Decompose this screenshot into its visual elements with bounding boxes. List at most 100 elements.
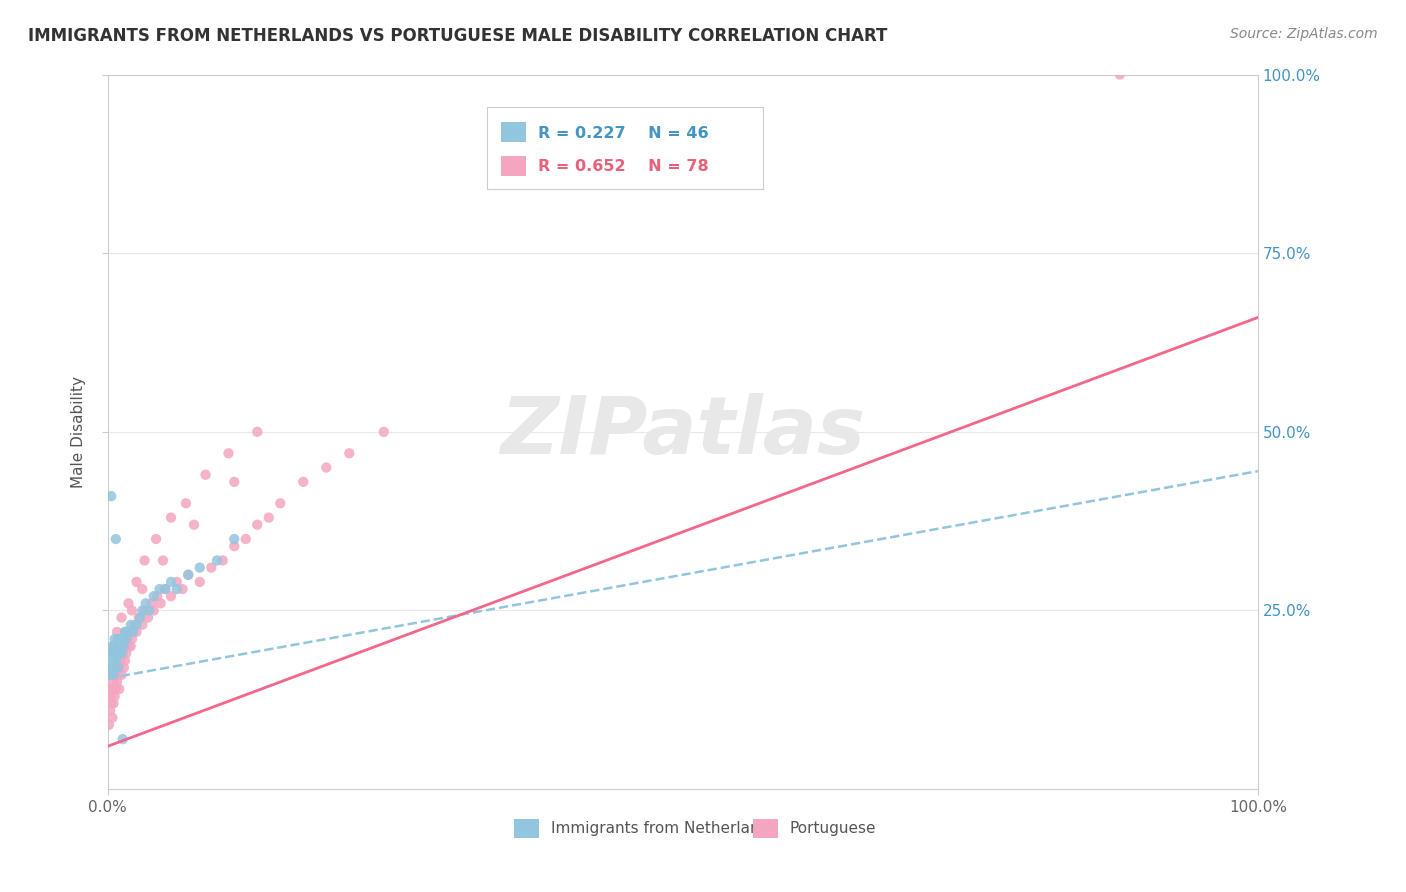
Point xyxy=(120,617,142,632)
Point xyxy=(292,475,315,489)
Point xyxy=(118,624,141,639)
Text: Portuguese: Portuguese xyxy=(790,821,876,836)
Point xyxy=(112,639,135,653)
Point xyxy=(97,668,120,682)
Point xyxy=(103,646,125,660)
Point xyxy=(315,460,337,475)
Point xyxy=(125,624,148,639)
Point xyxy=(98,682,121,697)
Point xyxy=(117,632,139,646)
Text: Source: ZipAtlas.com: Source: ZipAtlas.com xyxy=(1230,27,1378,41)
Point xyxy=(101,682,124,697)
Point xyxy=(115,632,138,646)
Point xyxy=(155,582,177,596)
Point xyxy=(104,682,127,697)
Point xyxy=(177,567,200,582)
Point xyxy=(166,574,188,589)
Point xyxy=(224,539,246,553)
FancyBboxPatch shape xyxy=(488,107,763,189)
Point xyxy=(100,489,122,503)
Point xyxy=(269,496,291,510)
Point xyxy=(104,668,127,682)
Point xyxy=(141,596,163,610)
Point xyxy=(235,532,257,546)
Point xyxy=(149,596,172,610)
Point xyxy=(117,639,139,653)
Point xyxy=(224,475,246,489)
Point xyxy=(104,690,127,704)
Point xyxy=(183,517,205,532)
Point xyxy=(104,639,127,653)
Y-axis label: Male Disability: Male Disability xyxy=(72,376,86,488)
Point xyxy=(125,617,148,632)
Point xyxy=(105,624,128,639)
Point xyxy=(111,632,134,646)
Point xyxy=(100,653,122,667)
Point xyxy=(142,589,165,603)
Point xyxy=(114,624,136,639)
Text: ZIPatlas: ZIPatlas xyxy=(501,392,865,471)
Point xyxy=(188,574,211,589)
Point xyxy=(103,668,125,682)
Point xyxy=(246,517,269,532)
Point xyxy=(100,646,122,660)
Point xyxy=(224,532,246,546)
Point xyxy=(98,660,121,674)
Point xyxy=(98,704,121,718)
Point xyxy=(122,617,145,632)
Bar xyxy=(501,122,526,143)
Point xyxy=(104,532,127,546)
Point xyxy=(107,660,129,674)
Point xyxy=(108,646,131,660)
Point xyxy=(110,646,132,660)
Point xyxy=(246,425,269,439)
Text: Immigrants from Netherlands: Immigrants from Netherlands xyxy=(551,821,778,836)
Point xyxy=(117,624,139,639)
Point xyxy=(110,653,132,667)
Point xyxy=(174,496,197,510)
Point xyxy=(188,560,211,574)
Point xyxy=(373,425,395,439)
Point xyxy=(105,646,128,660)
Point xyxy=(108,660,131,674)
Point xyxy=(136,610,159,624)
Point xyxy=(104,668,127,682)
Point xyxy=(105,639,128,653)
Point xyxy=(148,582,170,596)
Point xyxy=(114,653,136,667)
Point xyxy=(104,632,127,646)
Point xyxy=(120,639,142,653)
Point xyxy=(129,610,152,624)
Point xyxy=(111,646,134,660)
Point xyxy=(107,632,129,646)
Point xyxy=(100,690,122,704)
Point xyxy=(117,596,139,610)
Point xyxy=(121,603,143,617)
Point xyxy=(112,660,135,674)
Point xyxy=(172,582,194,596)
Point xyxy=(160,589,183,603)
Point xyxy=(100,697,122,711)
Point xyxy=(218,446,240,460)
Point xyxy=(108,646,131,660)
Point xyxy=(128,610,150,624)
Point xyxy=(257,510,280,524)
Point xyxy=(110,610,132,624)
Point xyxy=(145,532,167,546)
Point xyxy=(131,603,153,617)
Point xyxy=(110,668,132,682)
Point xyxy=(146,589,169,603)
Point xyxy=(131,617,153,632)
Point xyxy=(142,603,165,617)
Point xyxy=(114,639,136,653)
Point xyxy=(111,732,134,747)
Point xyxy=(101,639,124,653)
Point xyxy=(121,632,143,646)
Point xyxy=(108,682,131,697)
Point xyxy=(211,553,233,567)
Point xyxy=(152,553,174,567)
Point xyxy=(166,582,188,596)
Point xyxy=(103,653,125,667)
Point xyxy=(1108,68,1130,82)
Bar xyxy=(501,155,526,176)
